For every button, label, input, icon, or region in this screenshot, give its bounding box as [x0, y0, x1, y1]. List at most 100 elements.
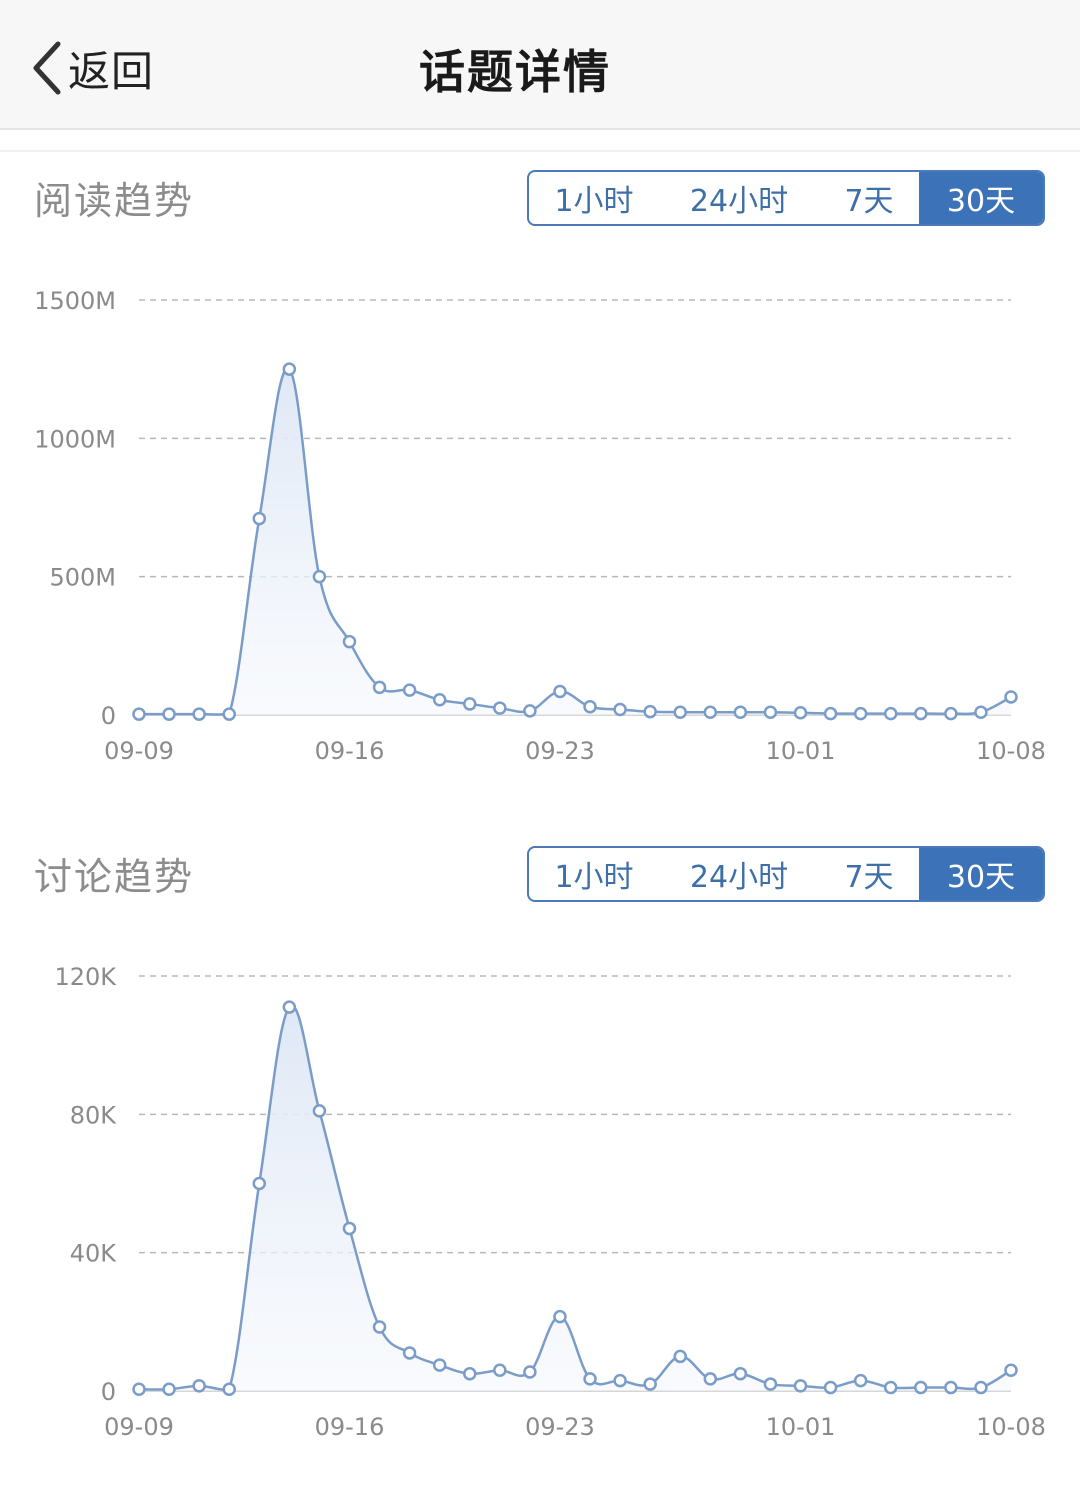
tab-7d[interactable]: 7天: [844, 860, 894, 895]
data-point[interactable]: [703, 1372, 718, 1386]
back-button[interactable]: 返回: [30, 38, 154, 98]
tab-1h[interactable]: 1小时: [554, 184, 634, 219]
y-tick-label: 120K: [54, 963, 117, 991]
data-point[interactable]: [493, 701, 507, 715]
data-point[interactable]: [402, 1346, 417, 1360]
data-point[interactable]: [1004, 690, 1018, 704]
data-point[interactable]: [823, 1380, 838, 1395]
data-point[interactable]: [523, 1365, 537, 1379]
data-point[interactable]: [523, 704, 537, 718]
data-point[interactable]: [883, 706, 898, 721]
x-tick-label: 09-23: [525, 1413, 595, 1441]
data-point[interactable]: [342, 634, 357, 649]
data-point[interactable]: [402, 683, 417, 697]
data-point[interactable]: [132, 1382, 146, 1397]
page-title: 话题详情: [419, 45, 611, 99]
back-label: 返回: [68, 46, 155, 96]
data-point[interactable]: [883, 1380, 898, 1395]
discussion-trend-chart: 0 40K 80K 120K 09-09 09-16 09-23 10-01 10-08: [54, 963, 1046, 1441]
x-tick-label: 09-23: [525, 737, 595, 765]
data-point[interactable]: [793, 706, 808, 720]
x-tick-label: 09-09: [104, 1413, 174, 1441]
data-point[interactable]: [944, 706, 958, 721]
reading-trend-chart: 0 500M 1000M 1500M 09-09 09-16 09-23 10-01 10-08: [34, 287, 1046, 765]
data-point[interactable]: [793, 1379, 808, 1393]
data-point[interactable]: [703, 705, 718, 719]
data-point[interactable]: [613, 702, 627, 717]
data-point[interactable]: [222, 707, 236, 721]
y-tick-label: 1000M: [34, 425, 116, 453]
tab-24h[interactable]: 24小时: [689, 860, 789, 895]
data-point[interactable]: [1004, 1363, 1018, 1377]
data-point[interactable]: [132, 707, 146, 721]
data-point[interactable]: [312, 1104, 327, 1118]
tab-1h[interactable]: 1小时: [554, 860, 634, 895]
y-tick-label: 500M: [49, 564, 116, 592]
data-point[interactable]: [673, 1349, 687, 1364]
data-point[interactable]: [192, 707, 206, 721]
data-point[interactable]: [463, 697, 477, 711]
data-point[interactable]: [192, 1379, 206, 1393]
x-tick-label: 09-16: [315, 737, 385, 765]
tab-24h[interactable]: 24小时: [689, 184, 789, 219]
data-point[interactable]: [853, 1373, 868, 1388]
section-title-reading: 阅读趋势: [34, 179, 195, 223]
y-tick-label: 1500M: [34, 287, 116, 315]
data-point[interactable]: [432, 693, 447, 707]
data-point[interactable]: [763, 705, 778, 719]
data-point[interactable]: [312, 569, 327, 584]
data-point[interactable]: [463, 1366, 477, 1381]
tab-7d[interactable]: 7天: [844, 184, 894, 219]
range-selector-discussion: 1小时 24小时 7天 30天: [527, 846, 1045, 902]
data-point[interactable]: [763, 1377, 778, 1391]
series-area: [139, 368, 1011, 715]
data-point[interactable]: [372, 680, 387, 695]
data-point[interactable]: [432, 1358, 447, 1372]
y-tick-label: 80K: [70, 1101, 118, 1129]
nav-bar: 返回 话题详情: [0, 0, 1080, 130]
x-tick-label: 10-08: [976, 737, 1046, 765]
data-point[interactable]: [372, 1320, 387, 1334]
data-point[interactable]: [282, 362, 297, 376]
header-divider: [0, 150, 1080, 152]
data-point[interactable]: [282, 1000, 297, 1014]
data-point[interactable]: [733, 705, 748, 719]
data-point[interactable]: [162, 1382, 176, 1397]
data-point[interactable]: [673, 705, 687, 719]
data-point[interactable]: [974, 705, 988, 719]
tab-30d[interactable]: 30天: [919, 172, 1043, 224]
data-point[interactable]: [613, 1373, 627, 1388]
data-point[interactable]: [583, 1372, 597, 1386]
data-point[interactable]: [974, 1380, 988, 1395]
x-tick-label: 10-01: [766, 1413, 836, 1441]
data-point[interactable]: [222, 1382, 236, 1397]
x-tick-label: 09-09: [104, 737, 174, 765]
y-tick-label: 0: [101, 702, 116, 730]
x-tick-label: 10-01: [766, 737, 836, 765]
data-point[interactable]: [342, 1221, 357, 1236]
data-point[interactable]: [733, 1366, 748, 1381]
data-point[interactable]: [252, 511, 267, 526]
data-point[interactable]: [643, 1377, 657, 1391]
data-point[interactable]: [914, 706, 928, 721]
data-point[interactable]: [162, 707, 176, 721]
y-tick-label: 40K: [70, 1240, 118, 1268]
data-point[interactable]: [252, 1176, 267, 1191]
data-point[interactable]: [493, 1363, 507, 1377]
data-point[interactable]: [553, 1309, 567, 1324]
data-point[interactable]: [944, 1380, 958, 1395]
data-point[interactable]: [853, 706, 868, 721]
series-area: [139, 1005, 1011, 1391]
x-tick-label: 09-16: [315, 1413, 385, 1441]
tab-30d[interactable]: 30天: [919, 848, 1043, 900]
data-point[interactable]: [583, 699, 597, 714]
section-title-discussion: 讨论趋势: [34, 855, 195, 899]
data-point[interactable]: [823, 706, 838, 721]
x-tick-label: 10-08: [976, 1413, 1046, 1441]
data-point[interactable]: [914, 1380, 928, 1395]
y-tick-label: 0: [101, 1378, 116, 1406]
data-point[interactable]: [553, 684, 567, 699]
data-point[interactable]: [643, 704, 657, 719]
range-selector-reading: 1小时 24小时 7天 30天: [527, 170, 1045, 226]
chevron-left-icon: [30, 40, 64, 96]
